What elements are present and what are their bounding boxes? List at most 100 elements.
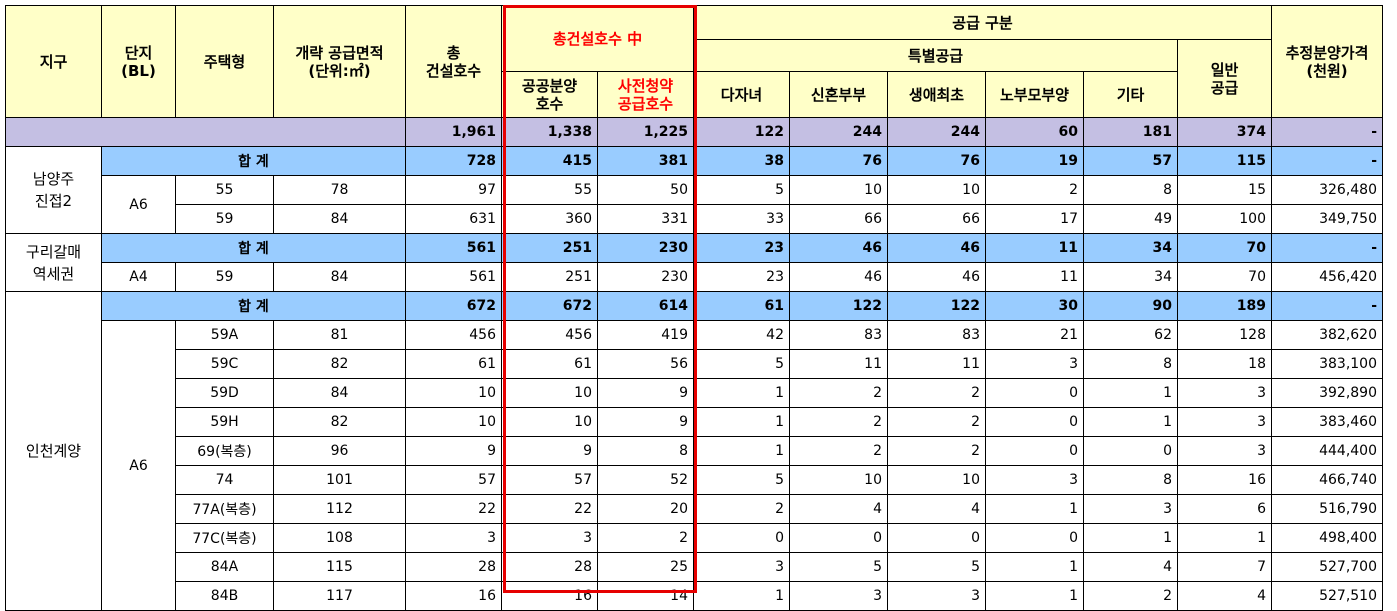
units-cell: 631	[405, 204, 502, 234]
general-cell: 16	[1177, 465, 1272, 495]
general-cell: 4	[1177, 581, 1272, 611]
general-cell: 3	[1177, 436, 1272, 466]
grand-total-units: 1,961	[405, 117, 502, 147]
grand-total-presub: 1,225	[597, 117, 694, 147]
multi-cell: 33	[693, 204, 790, 234]
first-cell: 0	[887, 523, 986, 553]
general-cell: 3	[1177, 378, 1272, 408]
other-cell: 8	[1083, 175, 1178, 205]
multi-cell: 5	[693, 349, 790, 379]
newlywed-cell: 3	[789, 581, 888, 611]
presub-cell: 25	[597, 552, 694, 582]
public-cell: 28	[501, 552, 598, 582]
public-cell: 10	[501, 378, 598, 408]
housing-type-cell: 77C(복층)	[175, 523, 274, 553]
subtotal-label: 합 계	[101, 233, 406, 263]
presub-cell: 56	[597, 349, 694, 379]
elderly-cell: 17	[985, 204, 1084, 234]
presub-cell: 52	[597, 465, 694, 495]
subtotal-units: 561	[405, 233, 502, 263]
block-cell: A4	[101, 262, 176, 292]
area-cell: 115	[273, 552, 406, 582]
presub-cell: 2	[597, 523, 694, 553]
area-cell: 82	[273, 407, 406, 437]
area-cell: 96	[273, 436, 406, 466]
newlywed-cell: 10	[789, 175, 888, 205]
subtotal-newlywed: 122	[789, 291, 888, 321]
block-cell: A6	[101, 320, 176, 611]
presub-cell: 9	[597, 378, 694, 408]
multi-cell: 23	[693, 262, 790, 292]
header-district: 지구	[5, 5, 102, 118]
grand-total-first: 244	[887, 117, 986, 147]
presub-cell: 14	[597, 581, 694, 611]
elderly-cell: 0	[985, 436, 1084, 466]
subtotal-general: 189	[1177, 291, 1272, 321]
other-cell: 49	[1083, 204, 1178, 234]
subtotal-general: 115	[1177, 146, 1272, 176]
housing-type-cell: 59A	[175, 320, 274, 350]
subtotal-public: 251	[501, 233, 598, 263]
public-cell: 456	[501, 320, 598, 350]
general-cell: 100	[1177, 204, 1272, 234]
other-cell: 3	[1083, 494, 1178, 524]
other-cell: 1	[1083, 407, 1178, 437]
table-body: 1,961 1,338 1,225 122 244 244 60 181 374…	[5, 117, 1383, 611]
units-cell: 10	[405, 378, 502, 408]
header-total-units: 총 건설호수	[405, 5, 502, 118]
public-cell: 55	[501, 175, 598, 205]
housing-type-cell: 59C	[175, 349, 274, 379]
multi-cell: 42	[693, 320, 790, 350]
subtotal-newlywed: 46	[789, 233, 888, 263]
price-cell: 498,400	[1271, 523, 1383, 553]
elderly-cell: 0	[985, 407, 1084, 437]
subtotal-row: 구리갈매 역세권 합 계 561 251 230 23 46 46 11 34 70-	[5, 233, 1383, 292]
elderly-cell: 0	[985, 378, 1084, 408]
units-cell: 61	[405, 349, 502, 379]
subtotal-multi: 61	[693, 291, 790, 321]
other-cell: 2	[1083, 581, 1178, 611]
public-cell: 61	[501, 349, 598, 379]
other-cell: 8	[1083, 349, 1178, 379]
header-other: 기타	[1083, 71, 1178, 118]
housing-type-cell: 77A(복층)	[175, 494, 274, 524]
public-cell: 9	[501, 436, 598, 466]
area-cell: 112	[273, 494, 406, 524]
units-cell: 57	[405, 465, 502, 495]
units-cell: 456	[405, 320, 502, 350]
units-cell: 10	[405, 407, 502, 437]
grand-total-label-cell	[5, 117, 406, 147]
subtotal-other: 34	[1083, 233, 1178, 263]
newlywed-cell: 2	[789, 436, 888, 466]
subtotal-price: -	[1271, 146, 1383, 176]
district-name: 인천계양	[5, 291, 102, 611]
elderly-cell: 1	[985, 581, 1084, 611]
newlywed-cell: 46	[789, 262, 888, 292]
first-cell: 66	[887, 204, 986, 234]
header-special-supply: 특별공급	[693, 39, 1178, 72]
subtotal-presub: 230	[597, 233, 694, 263]
other-cell: 62	[1083, 320, 1178, 350]
general-cell: 6	[1177, 494, 1272, 524]
first-cell: 4	[887, 494, 986, 524]
elderly-cell: 21	[985, 320, 1084, 350]
multi-cell: 0	[693, 523, 790, 553]
units-cell: 561	[405, 262, 502, 292]
public-cell: 16	[501, 581, 598, 611]
header-among-total: 총건설호수 中	[501, 5, 694, 72]
general-cell: 15	[1177, 175, 1272, 205]
subtotal-price: -	[1271, 291, 1383, 321]
area-cell: 82	[273, 349, 406, 379]
housing-type-cell: 74	[175, 465, 274, 495]
units-cell: 28	[405, 552, 502, 582]
public-cell: 360	[501, 204, 598, 234]
grand-total-elderly: 60	[985, 117, 1084, 147]
table-row: A6 55 78 97 55 50 5 10 10 2 8 15 326,480	[6, 175, 1383, 234]
header-general-supply: 일반 공급	[1177, 39, 1272, 118]
subtotal-units: 672	[405, 291, 502, 321]
multi-cell: 1	[693, 436, 790, 466]
general-cell: 3	[1177, 407, 1272, 437]
general-cell: 7	[1177, 552, 1272, 582]
other-cell: 0	[1083, 436, 1178, 466]
elderly-cell: 2	[985, 175, 1084, 205]
